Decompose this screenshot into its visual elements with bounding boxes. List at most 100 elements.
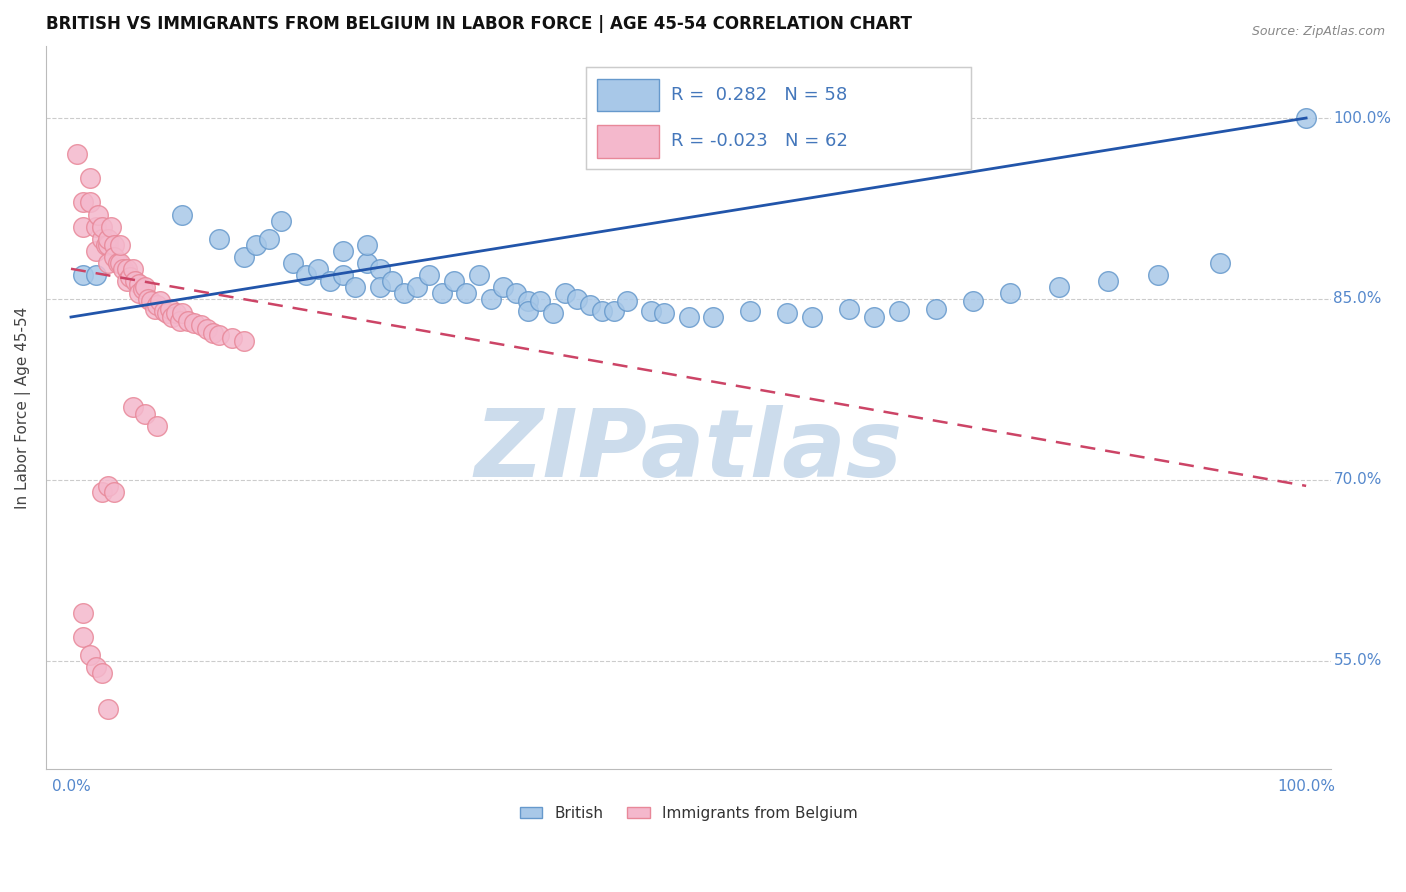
Point [998, 285, 1021, 300]
Y-axis label: In Labor Force | Age 45-54: In Labor Force | Age 45-54 [15, 306, 31, 508]
Point [97, 702, 120, 716]
Point [172, 306, 194, 320]
Point [94, 237, 117, 252]
Point [90, 219, 112, 234]
Point [208, 232, 231, 246]
Point [616, 294, 638, 309]
Point [283, 256, 305, 270]
Point [190, 318, 212, 333]
Point [111, 261, 134, 276]
Point [962, 294, 984, 309]
Text: Source: ZipAtlas.com: Source: ZipAtlas.com [1251, 25, 1385, 38]
Point [541, 306, 564, 320]
Point [84, 244, 107, 258]
Point [554, 285, 576, 300]
Point [152, 304, 174, 318]
Point [97, 237, 120, 252]
Point [356, 256, 378, 270]
Point [862, 310, 884, 324]
Point [124, 274, 146, 288]
Point [567, 292, 589, 306]
Point [121, 401, 143, 415]
Point [110, 237, 132, 252]
Point [165, 306, 187, 320]
Point [156, 306, 179, 320]
Point [79, 195, 101, 210]
Point [517, 294, 540, 309]
Point [887, 304, 910, 318]
Point [72, 219, 94, 234]
Point [162, 310, 184, 324]
Point [134, 280, 156, 294]
Point [368, 261, 391, 276]
Point [115, 274, 138, 288]
Point [591, 304, 613, 318]
Point [84, 219, 107, 234]
Point [195, 322, 218, 336]
Point [492, 280, 515, 294]
Point [578, 298, 600, 312]
Point [79, 171, 101, 186]
Point [66, 147, 89, 161]
Point [456, 285, 478, 300]
Point [257, 232, 280, 246]
Point [103, 250, 125, 264]
Text: 100.0%: 100.0% [1333, 111, 1392, 126]
Legend: British, Immigrants from Belgium: British, Immigrants from Belgium [513, 799, 863, 827]
Point [143, 301, 166, 316]
Point [110, 256, 132, 270]
Point [121, 261, 143, 276]
Point [97, 479, 120, 493]
Point [270, 213, 292, 227]
Point [149, 294, 172, 309]
Point [652, 306, 675, 320]
Point [801, 310, 824, 324]
Point [678, 310, 700, 324]
Point [72, 195, 94, 210]
Point [87, 207, 110, 221]
Point [1208, 256, 1230, 270]
Point [332, 268, 354, 282]
Point [100, 219, 122, 234]
Text: BRITISH VS IMMIGRANTS FROM BELGIUM IN LABOR FORCE | AGE 45-54 CORRELATION CHART: BRITISH VS IMMIGRANTS FROM BELGIUM IN LA… [46, 15, 912, 33]
Point [159, 301, 181, 316]
Point [443, 274, 465, 288]
Point [183, 316, 205, 330]
Text: 55.0%: 55.0% [1333, 653, 1382, 668]
Point [232, 334, 254, 348]
Point [146, 418, 169, 433]
Point [136, 292, 159, 306]
Point [79, 648, 101, 662]
Point [97, 232, 120, 246]
Point [172, 207, 194, 221]
Point [603, 304, 626, 318]
Point [128, 277, 150, 292]
Point [294, 268, 316, 282]
Point [107, 256, 129, 270]
Text: 70.0%: 70.0% [1333, 473, 1382, 487]
Point [72, 630, 94, 644]
Point [1295, 111, 1317, 125]
Point [84, 660, 107, 674]
Text: ZIPatlas: ZIPatlas [474, 405, 903, 497]
Point [202, 326, 225, 340]
Point [146, 298, 169, 312]
Point [381, 274, 404, 288]
Point [115, 261, 138, 276]
Point [332, 244, 354, 258]
Point [479, 292, 502, 306]
Point [232, 250, 254, 264]
Point [517, 304, 540, 318]
Point [90, 665, 112, 680]
Point [776, 306, 799, 320]
Point [640, 304, 662, 318]
Point [103, 237, 125, 252]
Point [529, 294, 551, 309]
Point [177, 313, 200, 327]
Text: 85.0%: 85.0% [1333, 292, 1382, 307]
Point [838, 301, 860, 316]
Point [344, 280, 367, 294]
Point [740, 304, 762, 318]
Point [141, 294, 163, 309]
Point [134, 407, 156, 421]
